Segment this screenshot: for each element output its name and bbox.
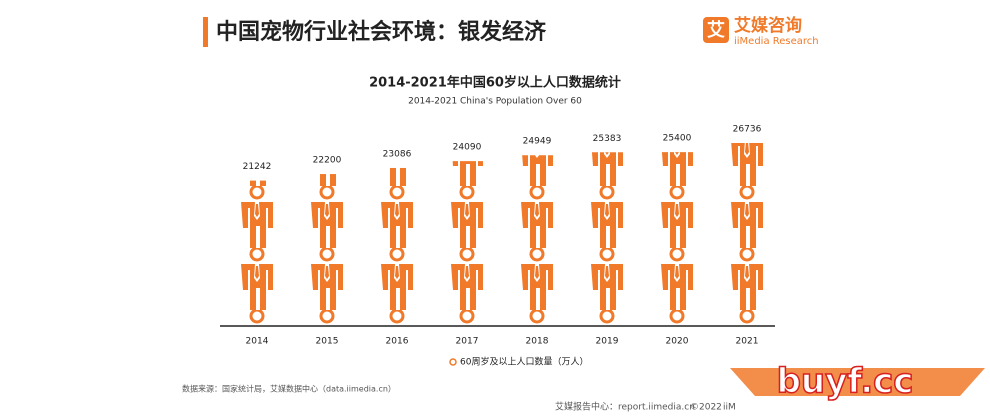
title-bar [203,17,208,47]
page-title: 中国宠物行业社会环境：银发经济 [216,19,547,45]
legend-marker [449,358,457,366]
value-label: 24949 [523,137,552,147]
bar [302,174,352,326]
x-tick-label: 2015 [316,337,339,347]
bar [512,155,562,326]
value-label: 25383 [593,134,622,144]
legend-label: 60周岁及以上人口数量（万人） [460,356,588,368]
logo-icon: 艾 [707,19,725,41]
x-tick-label: 2021 [736,337,759,347]
x-tick-label: 2018 [526,337,549,347]
footer-copyright: ©2022 [690,403,722,413]
value-label: 26736 [733,125,762,135]
chart-subtitle: 2014-2021 China's Population Over 60 [408,97,582,107]
value-label: 23086 [383,149,412,159]
bar [442,161,492,326]
chart-title: 2014-2021年中国60岁以上人口数据统计 [369,75,621,91]
footer-brand: iiM [723,403,736,413]
logo-en: iiMedia Research [734,36,819,47]
bar [582,152,632,326]
bar [372,167,422,326]
source: 数据来源：国家统计局，艾媒数据中心（data.iimedia.cn） [182,384,396,394]
value-label: 24090 [453,143,482,153]
x-tick-label: 2020 [666,337,689,347]
value-label: 25400 [663,134,692,144]
bar [652,152,702,326]
logo-cn: 艾媒咨询 [734,15,802,36]
value-label: 21242 [243,162,272,172]
bar [232,180,282,326]
x-tick-label: 2016 [386,337,409,347]
watermark-bg [730,368,985,396]
x-tick-label: 2019 [596,337,619,347]
watermark: buyf.cc [777,362,914,402]
value-label: 22200 [313,156,342,166]
footer-center: 艾媒报告中心：report.iimedia.cn [555,401,695,413]
x-tick-label: 2014 [246,337,269,347]
plot: 21242 2014 22200 2015 23086 2016 24090 2017 2494… [232,125,772,347]
logo-icon-bg [703,17,729,43]
x-tick-label: 2017 [456,337,479,347]
bar [722,143,772,326]
